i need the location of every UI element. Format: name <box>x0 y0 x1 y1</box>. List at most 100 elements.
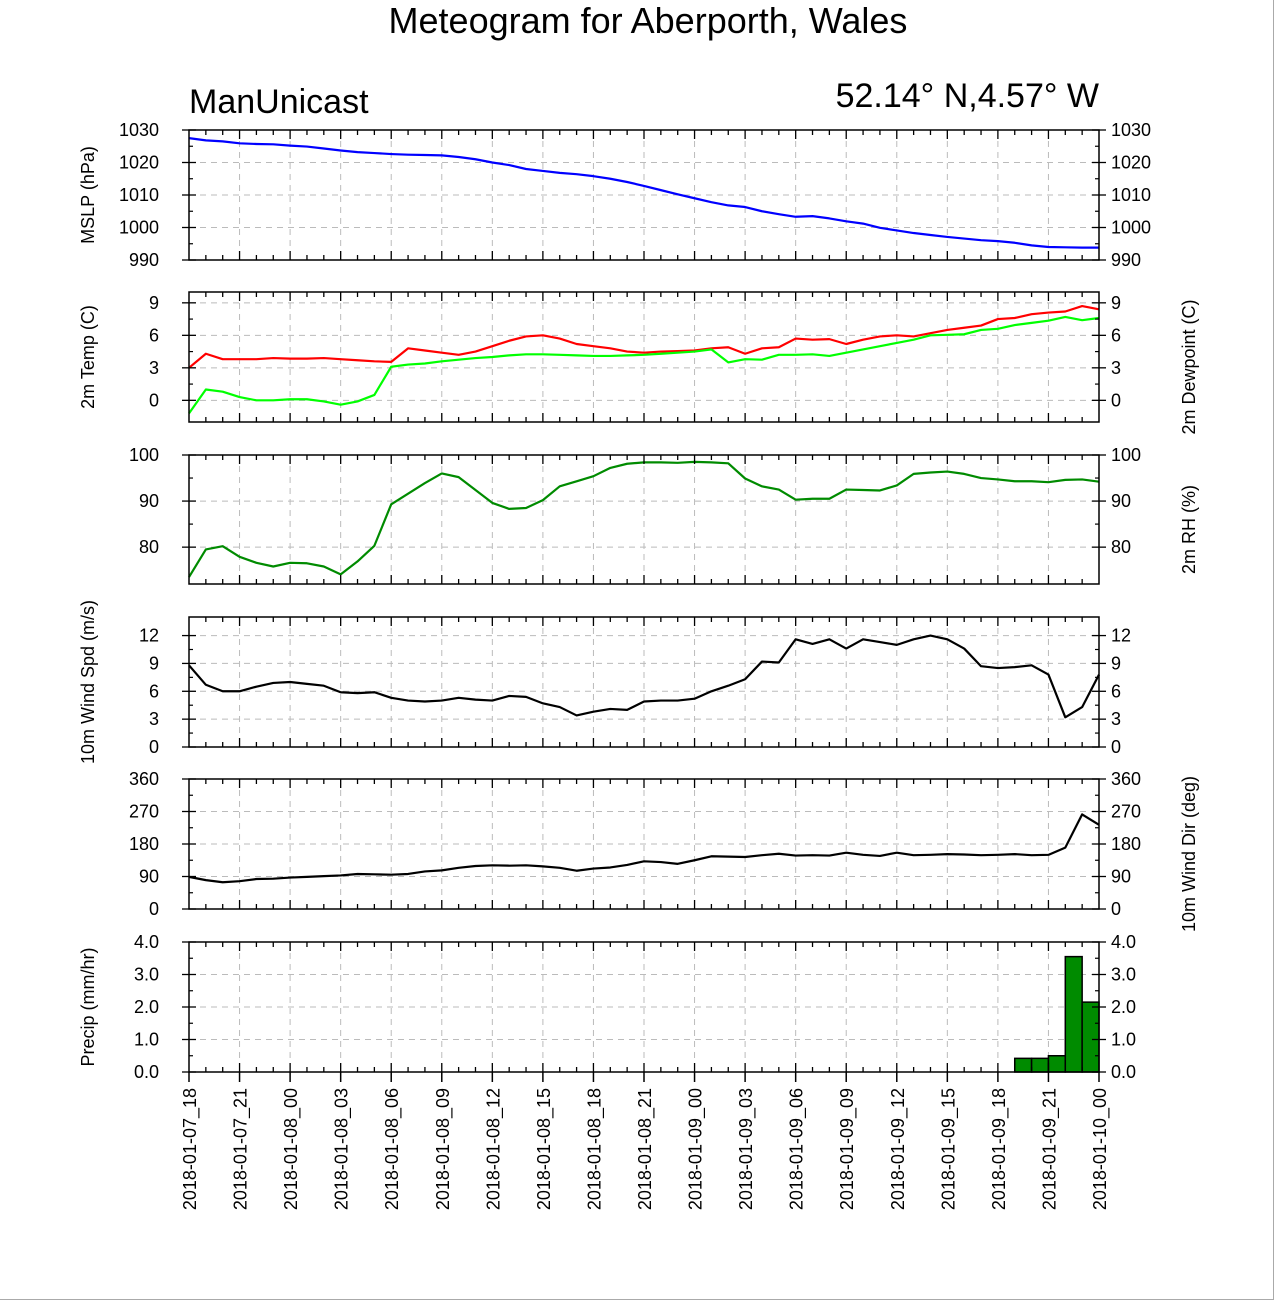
series-line-mslp-0 <box>188 137 1099 249</box>
precip-bar <box>1047 1055 1067 1073</box>
time-tick-label: 2018-01-08_18 <box>584 1088 605 1210</box>
y-tick-label-right: 180 <box>1111 834 1141 854</box>
time-tick-label: 2018-01-07_21 <box>231 1088 252 1210</box>
y-tick-label-left: 3.0 <box>134 965 159 985</box>
y-axis-title-right: 10m Wind Dir (deg) <box>1179 776 1199 932</box>
y-tick-label-left: 4.0 <box>134 932 159 952</box>
y-tick-label-left: 9 <box>149 293 159 313</box>
time-tick-label: 2018-01-08_12 <box>483 1088 504 1210</box>
time-tick-label: 2018-01-10_00 <box>1090 1088 1111 1210</box>
y-tick-label-left: 80 <box>139 537 159 557</box>
y-tick-label-right: 2.0 <box>1111 997 1136 1017</box>
y-tick-label-left: 2.0 <box>134 997 159 1017</box>
y-tick-label-left: 9 <box>149 653 159 673</box>
y-tick-label-left: 90 <box>139 867 159 887</box>
precip-bar <box>1064 955 1083 1073</box>
series-line-wspd-0 <box>188 634 1100 719</box>
y-tick-label-right: 0 <box>1111 737 1121 757</box>
y-tick-label-right: 1.0 <box>1111 1030 1136 1050</box>
y-tick-label-right: 1010 <box>1111 185 1151 205</box>
panel-wdir: 0 0 90 90 180 180 270 270 360 360 10m Wind Dir (de… <box>129 769 1199 932</box>
y-tick-label-right: 12 <box>1111 626 1131 646</box>
y-tick-label-left: 360 <box>129 769 159 789</box>
chart-title: Meteogram for Aberporth, Wales <box>389 0 908 41</box>
y-axis-title-left: 10m Wind Spd (m/s) <box>78 600 98 764</box>
y-tick-label-left: 1030 <box>119 120 159 140</box>
y-tick-label-right: 360 <box>1111 769 1141 789</box>
y-tick-label-right: 0 <box>1111 390 1121 410</box>
y-tick-label-left: 0.0 <box>134 1062 159 1082</box>
time-tick-label: 2018-01-09_09 <box>837 1088 858 1210</box>
y-tick-label-right: 1020 <box>1111 153 1151 173</box>
y-tick-label-left: 270 <box>129 802 159 822</box>
time-tick-label: 2018-01-08_15 <box>534 1088 555 1210</box>
time-tick-label: 2018-01-07_18 <box>180 1088 201 1210</box>
y-tick-label-left: 6 <box>149 681 159 701</box>
precip-bar <box>1081 1001 1100 1073</box>
y-tick-label-right: 0 <box>1111 899 1121 919</box>
time-tick-label: 2018-01-08_06 <box>382 1088 403 1210</box>
time-tick-label: 2018-01-08_03 <box>332 1088 353 1210</box>
y-tick-label-right: 990 <box>1111 250 1141 270</box>
y-tick-label-left: 12 <box>139 626 159 646</box>
series-line-temp-0 <box>188 304 1100 369</box>
y-tick-label-left: 6 <box>149 325 159 345</box>
time-tick-label: 2018-01-09_12 <box>888 1088 909 1210</box>
time-tick-label: 2018-01-09_00 <box>686 1088 707 1210</box>
y-tick-label-left: 100 <box>129 445 159 465</box>
y-tick-label-right: 6 <box>1111 681 1121 701</box>
y-tick-label-right: 100 <box>1111 445 1141 465</box>
y-axis-title-right: 2m Dewpoint (C) <box>1179 299 1199 434</box>
y-tick-label-left: 0 <box>149 737 159 757</box>
y-tick-label-left: 90 <box>139 491 159 511</box>
y-tick-label-right: 90 <box>1111 867 1131 887</box>
time-tick-label: 2018-01-08_00 <box>281 1088 302 1210</box>
y-tick-label-left: 990 <box>129 250 159 270</box>
y-axis-title-left: Precip (mm/hr) <box>78 947 98 1066</box>
time-tick-label: 2018-01-09_03 <box>736 1088 757 1210</box>
y-tick-label-right: 4.0 <box>1111 932 1136 952</box>
y-tick-label-right: 3.0 <box>1111 965 1136 985</box>
y-tick-label-left: 1010 <box>119 185 159 205</box>
y-tick-label-right: 3 <box>1111 709 1121 729</box>
y-tick-label-left: 0 <box>149 899 159 919</box>
y-tick-label-left: 3 <box>149 709 159 729</box>
y-tick-label-left: 0 <box>149 390 159 410</box>
y-tick-label-right: 1000 <box>1111 218 1151 238</box>
time-tick-label: 2018-01-09_06 <box>787 1088 808 1210</box>
y-tick-label-right: 9 <box>1111 293 1121 313</box>
time-tick-label: 2018-01-09_21 <box>1039 1088 1060 1210</box>
y-tick-label-left: 1020 <box>119 153 159 173</box>
precip-bar <box>1030 1057 1050 1073</box>
location-label: 52.14° N,4.57° W <box>836 77 1099 115</box>
y-tick-label-right: 0.0 <box>1111 1062 1136 1082</box>
y-axis-title-left: 2m Temp (C) <box>78 305 98 409</box>
panel-mslp: 990 990 1000 1000 1010 1010 1020 1020 1030 1030 MS… <box>78 120 1151 270</box>
precip-bar <box>1013 1057 1033 1073</box>
y-tick-label-right: 80 <box>1111 537 1131 557</box>
y-tick-label-left: 1000 <box>119 218 159 238</box>
panel-wspd: 0 0 3 3 6 6 9 9 12 12 10m Wind Spd (m/s) <box>78 600 1131 764</box>
panel-precip: 0.0 0.0 1.0 1.0 2.0 2.0 3.0 3.0 4.0 4.0 Precip (mm… <box>78 932 1136 1082</box>
y-tick-label-left: 180 <box>129 834 159 854</box>
series-line-temp-1 <box>188 315 1100 414</box>
time-tick-label: 2018-01-09_15 <box>938 1088 959 1210</box>
y-tick-label-right: 90 <box>1111 491 1131 511</box>
time-tick-label: 2018-01-09_18 <box>989 1088 1010 1210</box>
y-tick-label-right: 1030 <box>1111 120 1151 140</box>
y-axis-title-right: 2m RH (%) <box>1179 485 1199 574</box>
panel-temp: 0 0 3 3 6 6 9 9 2m Temp (C) 2m Dewpoint (C) <box>78 291 1199 435</box>
y-tick-label-right: 3 <box>1111 358 1121 378</box>
time-axis: 2018-01-07_18 2018-01-07_21 2018-01-08_00 2… <box>180 1072 1111 1210</box>
series-line-wdir-0 <box>188 813 1100 884</box>
y-tick-label-right: 6 <box>1111 325 1121 345</box>
model-label: ManUnicast <box>189 83 369 121</box>
time-tick-label: 2018-01-08_21 <box>635 1088 656 1210</box>
y-tick-label-left: 1.0 <box>134 1030 159 1050</box>
y-axis-title-left: MSLP (hPa) <box>78 146 98 244</box>
y-tick-label-right: 9 <box>1111 653 1121 673</box>
y-tick-label-right: 270 <box>1111 802 1141 822</box>
